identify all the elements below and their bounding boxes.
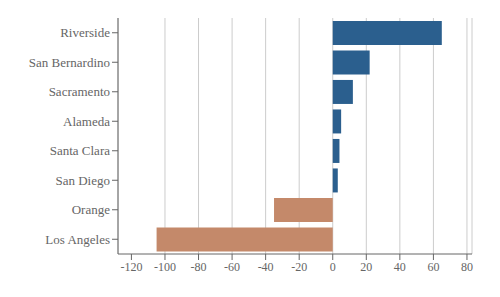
svg-text:-60: -60 <box>224 260 240 274</box>
svg-text:San Bernardino: San Bernardino <box>29 55 110 70</box>
svg-text:Los Angeles: Los Angeles <box>45 232 110 247</box>
svg-text:Alameda: Alameda <box>63 114 110 129</box>
svg-text:Riverside: Riverside <box>60 25 110 40</box>
svg-text:-100: -100 <box>154 260 176 274</box>
svg-text:0: 0 <box>330 260 336 274</box>
svg-text:-20: -20 <box>291 260 307 274</box>
svg-text:20: 20 <box>360 260 372 274</box>
svg-text:San Diego: San Diego <box>55 173 110 188</box>
svg-text:Sacramento: Sacramento <box>49 84 110 99</box>
svg-text:-40: -40 <box>258 260 274 274</box>
svg-text:Orange: Orange <box>72 202 110 217</box>
svg-text:80: 80 <box>461 260 473 274</box>
svg-text:40: 40 <box>394 260 406 274</box>
svg-text:Santa Clara: Santa Clara <box>50 143 111 158</box>
svg-text:60: 60 <box>427 260 439 274</box>
svg-text:-120: -120 <box>120 260 142 274</box>
svg-text:-80: -80 <box>191 260 207 274</box>
